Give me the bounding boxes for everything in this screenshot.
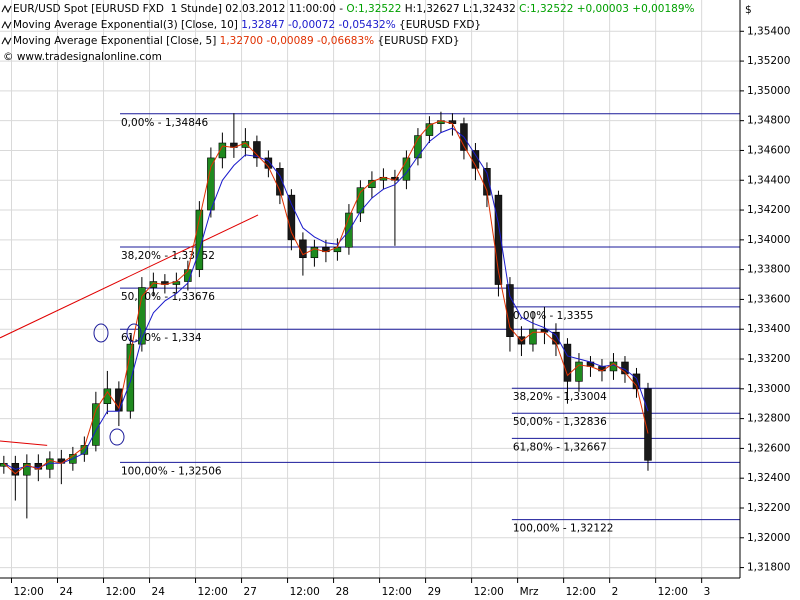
candle-body <box>241 141 250 148</box>
header-text: EUR/USD Spot [EURUSD FXD 1 Stunde] 02.03… <box>13 3 346 15</box>
x-tick-label: 12:00 <box>106 586 136 598</box>
y-tick-label: 1,32800 <box>747 413 790 425</box>
y-tick-label: 1,35000 <box>747 85 790 97</box>
x-tick-label: 3 <box>704 586 711 598</box>
currency-label: $ <box>745 4 752 16</box>
candle-body <box>23 462 31 476</box>
header-text: © www.tradesignalonline.com <box>3 51 162 63</box>
y-tick-label: 1,34400 <box>747 174 790 186</box>
x-tick-label: 12:00 <box>382 586 412 598</box>
fib-label: 61,80% - 1,32667 <box>513 441 607 453</box>
header-text: C:1,32522 +0,00003 +0,00189% <box>519 3 694 15</box>
candle-body <box>218 142 227 159</box>
candle-body <box>402 157 411 181</box>
y-tick-label: 1,32200 <box>747 502 790 514</box>
x-tick-label: 12:00 <box>658 586 688 598</box>
fib-label: 38,20% - 1,33004 <box>513 391 607 403</box>
y-tick-label: 1,34600 <box>747 144 790 156</box>
header-line: Moving Average Exponential [Close, 5] 1,… <box>13 35 460 47</box>
x-tick-label: 12:00 <box>198 586 228 598</box>
candle-body <box>310 246 319 259</box>
header-text: {EURUSD FXD} <box>377 35 459 47</box>
candle-body <box>149 281 158 288</box>
header-text: O:1,32522 <box>346 3 404 15</box>
candle-body <box>414 135 422 159</box>
y-tick-label: 1,35200 <box>747 55 790 67</box>
x-tick-label: 12:00 <box>14 586 44 598</box>
header: EUR/USD Spot [EURUSD FXD 1 Stunde] 02.03… <box>1 3 695 63</box>
trend-line <box>0 214 259 339</box>
header-text: {EURUSD FXD} <box>399 19 481 31</box>
y-tick-label: 1,33600 <box>747 293 790 305</box>
legend-icon <box>1 20 12 30</box>
annotation-circles <box>93 323 142 446</box>
candle-body <box>276 168 284 196</box>
x-tick-label: 12:00 <box>566 586 596 598</box>
x-tick-label: 24 <box>152 586 166 598</box>
fib-label: 50,00% - 1,33676 <box>121 291 215 303</box>
x-tick-label: 12:00 <box>474 586 504 598</box>
header-line: © www.tradesignalonline.com <box>3 51 162 63</box>
legend-icon <box>1 36 12 46</box>
candle-body <box>207 157 215 211</box>
y-tick-label: 1,33200 <box>747 353 790 365</box>
y-tick-label: 1,33000 <box>747 383 790 395</box>
y-tick-label: 1,32600 <box>747 442 790 454</box>
header-text: 1,32700 -0,00089 -0,06683% <box>220 35 378 47</box>
header-text: Moving Average Exponential [Close, 5] <box>13 35 220 47</box>
moving-average-line <box>3 127 649 470</box>
y-tick-label: 1,34800 <box>747 115 790 127</box>
candle-body <box>563 343 572 382</box>
header-line: Moving Average Exponential(3) [Close, 10… <box>13 19 481 31</box>
y-tick-label: 1,32000 <box>747 532 790 544</box>
y-tick-label: 1,33400 <box>747 323 790 335</box>
header-text: H:1,32627 L:1,32432 <box>405 3 519 15</box>
y-tick-label: 1,31800 <box>747 562 790 574</box>
fib-label: 100,00% - 1,32506 <box>121 465 222 477</box>
candle-body <box>494 194 503 285</box>
header-text: Moving Average Exponential(3) [Close, 10… <box>13 19 241 31</box>
candle-body <box>368 179 376 189</box>
moving-average-line <box>3 120 649 475</box>
y-tick-label: 1,35400 <box>747 25 790 37</box>
annotation-circle <box>126 323 142 343</box>
x-tick-label: 2 <box>612 586 619 598</box>
annotation-circle <box>109 428 125 446</box>
candle-body <box>287 194 296 241</box>
x-tick-label: 27 <box>244 586 257 598</box>
trend-line <box>0 440 48 446</box>
fib-label: 0,00% - 1,34846 <box>121 117 209 129</box>
fib-label: 100,00% - 1,32122 <box>513 523 614 535</box>
candle-body <box>552 331 560 345</box>
y-tick-label: 1,32400 <box>747 472 790 484</box>
candle-body <box>575 361 583 382</box>
header-text: 1,32847 -0,00072 -0,05432% <box>241 19 399 31</box>
candle-body <box>483 168 491 196</box>
y-tick-label: 1,34000 <box>747 234 790 246</box>
candle-body <box>46 458 54 470</box>
x-tick-label: 24 <box>60 586 74 598</box>
candle-body <box>644 388 652 461</box>
y-tick-label: 1,34200 <box>747 204 790 216</box>
candle-body <box>253 141 261 159</box>
header-line: EUR/USD Spot [EURUSD FXD 1 Stunde] 02.03… <box>13 3 695 15</box>
legend-icon <box>1 4 12 14</box>
x-tick-label: 12:00 <box>290 586 320 598</box>
candle-body <box>126 343 135 412</box>
fib-label: 50,00% - 1,32836 <box>513 416 607 428</box>
fib-label: 0,00% - 1,3355 <box>513 310 594 322</box>
candle-body <box>506 284 514 337</box>
y-tick-label: 1,33800 <box>747 264 790 276</box>
x-tick-label: 29 <box>428 586 441 598</box>
annotation-circle <box>93 323 109 343</box>
x-tick-label: 28 <box>336 586 349 598</box>
candle-body <box>529 328 537 345</box>
x-tick-label: Mrz <box>520 586 539 598</box>
